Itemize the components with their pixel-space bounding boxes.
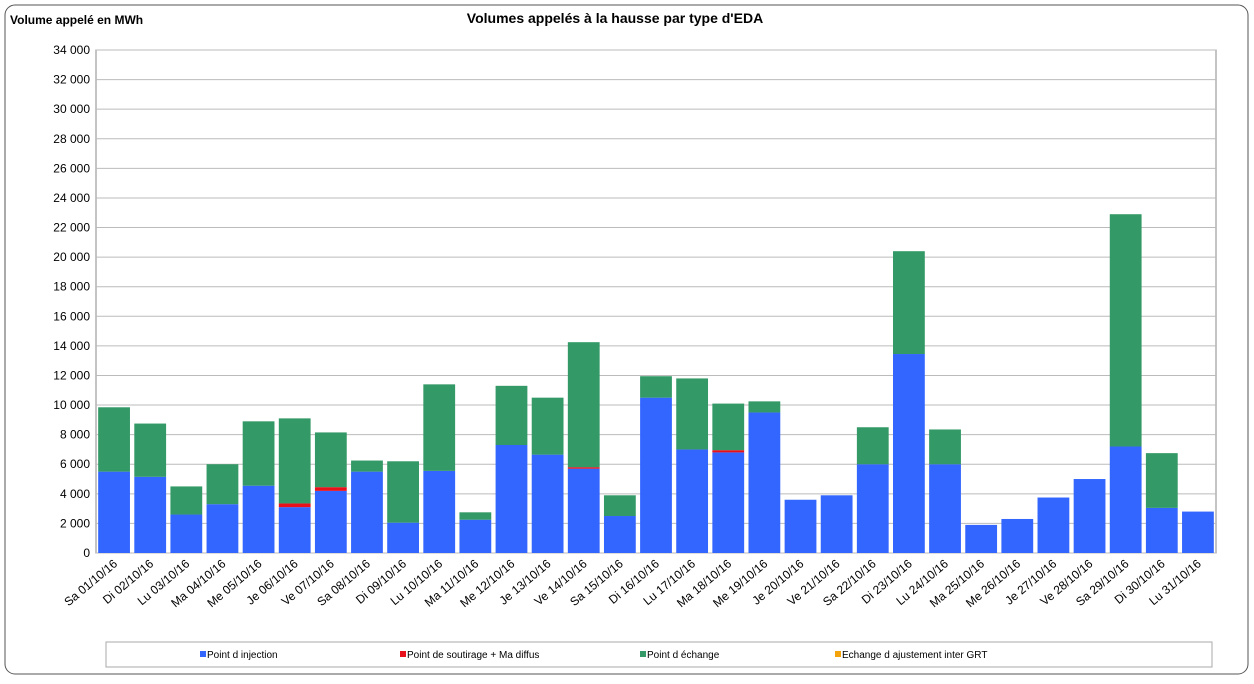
bar-segment bbox=[170, 514, 203, 553]
bar-segment bbox=[242, 421, 275, 486]
bar-segment bbox=[1001, 518, 1034, 553]
bar-segment bbox=[676, 378, 709, 450]
legend bbox=[105, 641, 1213, 668]
bar-segment bbox=[423, 470, 456, 553]
bar-segment bbox=[314, 490, 347, 553]
bar-segment bbox=[784, 499, 817, 553]
y-tick-label: 26 000 bbox=[53, 161, 90, 175]
bar-segment bbox=[893, 354, 925, 553]
legend-swatch bbox=[835, 651, 841, 657]
bar-segment bbox=[712, 403, 745, 451]
legend-swatch bbox=[400, 651, 406, 657]
chart-title: Volumes appelés à la hausse par type d'E… bbox=[467, 10, 763, 26]
bar-segment bbox=[387, 461, 419, 523]
bar-segment bbox=[856, 427, 889, 465]
y-tick-label: 10 000 bbox=[53, 398, 90, 412]
bar-segment bbox=[856, 464, 889, 553]
bar-segment bbox=[351, 471, 383, 553]
bar-segment bbox=[242, 485, 275, 553]
bar-segment bbox=[278, 418, 311, 504]
bar-segment bbox=[929, 464, 961, 553]
bar-segment bbox=[98, 471, 130, 553]
bar-segment bbox=[459, 519, 492, 553]
bar-segment bbox=[567, 468, 600, 553]
y-tick-label: 2 000 bbox=[60, 516, 90, 530]
bar-segment bbox=[98, 407, 130, 472]
bar-segment bbox=[567, 342, 600, 468]
bar-segment bbox=[1145, 507, 1178, 553]
bar-segment bbox=[1073, 479, 1106, 553]
bar-segment bbox=[134, 476, 167, 553]
y-tick-label: 14 000 bbox=[53, 339, 90, 353]
y-tick-label: 22 000 bbox=[53, 221, 90, 235]
y-tick-label: 0 bbox=[83, 546, 90, 560]
y-tick-label: 8 000 bbox=[60, 428, 90, 442]
bar-segment bbox=[712, 452, 745, 553]
bar-segment bbox=[495, 445, 528, 553]
bar-segment bbox=[206, 504, 239, 553]
bar-segment bbox=[134, 423, 167, 477]
y-tick-label: 24 000 bbox=[53, 191, 90, 205]
bar-segment bbox=[748, 401, 781, 413]
bar-segment bbox=[423, 384, 456, 471]
y-tick-label: 20 000 bbox=[53, 250, 90, 264]
legend-label: Point d échange bbox=[647, 650, 720, 661]
bar-segment bbox=[531, 454, 564, 553]
bar-segment bbox=[603, 516, 636, 553]
bar-segment bbox=[567, 467, 600, 469]
bar-segment bbox=[820, 495, 853, 553]
bar-segment bbox=[712, 450, 745, 453]
legend-label: Echange d ajustement inter GRT bbox=[842, 650, 987, 661]
bar-segment bbox=[893, 251, 925, 355]
bar-segment bbox=[278, 507, 311, 553]
y-axis-label: Volume appelé en MWh bbox=[10, 13, 143, 27]
y-tick-label: 4 000 bbox=[60, 487, 90, 501]
bar-segment bbox=[640, 397, 672, 553]
bar-segment bbox=[929, 429, 961, 465]
y-tick-label: 32 000 bbox=[53, 73, 90, 87]
bar-segment bbox=[1109, 446, 1142, 553]
y-tick-label: 16 000 bbox=[53, 309, 90, 323]
bar-segment bbox=[1109, 214, 1142, 447]
bar-segment bbox=[495, 385, 528, 446]
bar-segment bbox=[1145, 453, 1178, 508]
bar-segment bbox=[1037, 497, 1070, 553]
bar-segment bbox=[1182, 511, 1214, 553]
y-tick-label: 30 000 bbox=[53, 102, 90, 116]
y-tick-label: 6 000 bbox=[60, 457, 90, 471]
bar-segment bbox=[170, 486, 203, 515]
bar-segment bbox=[748, 412, 781, 553]
y-tick-label: 28 000 bbox=[53, 132, 90, 146]
bar-segment bbox=[640, 376, 672, 398]
bar-segment bbox=[603, 495, 636, 517]
legend-swatch bbox=[640, 651, 646, 657]
bar-segment bbox=[459, 512, 492, 520]
legend-label: Point de soutirage + Ma diffus bbox=[407, 650, 539, 661]
bar-segment bbox=[531, 397, 564, 455]
bar-segment bbox=[676, 449, 709, 553]
bar-segment bbox=[206, 464, 239, 505]
bar-segment bbox=[387, 522, 419, 553]
y-tick-label: 34 000 bbox=[53, 43, 90, 57]
bar-segment bbox=[351, 460, 383, 472]
bar-segment bbox=[314, 487, 347, 491]
bar-segment bbox=[314, 432, 347, 488]
y-tick-label: 12 000 bbox=[53, 368, 90, 382]
legend-label: Point d injection bbox=[207, 650, 278, 661]
bar-segment bbox=[278, 503, 311, 508]
legend-swatch bbox=[200, 651, 206, 657]
bar-segment bbox=[965, 524, 998, 553]
y-tick-label: 18 000 bbox=[53, 280, 90, 294]
